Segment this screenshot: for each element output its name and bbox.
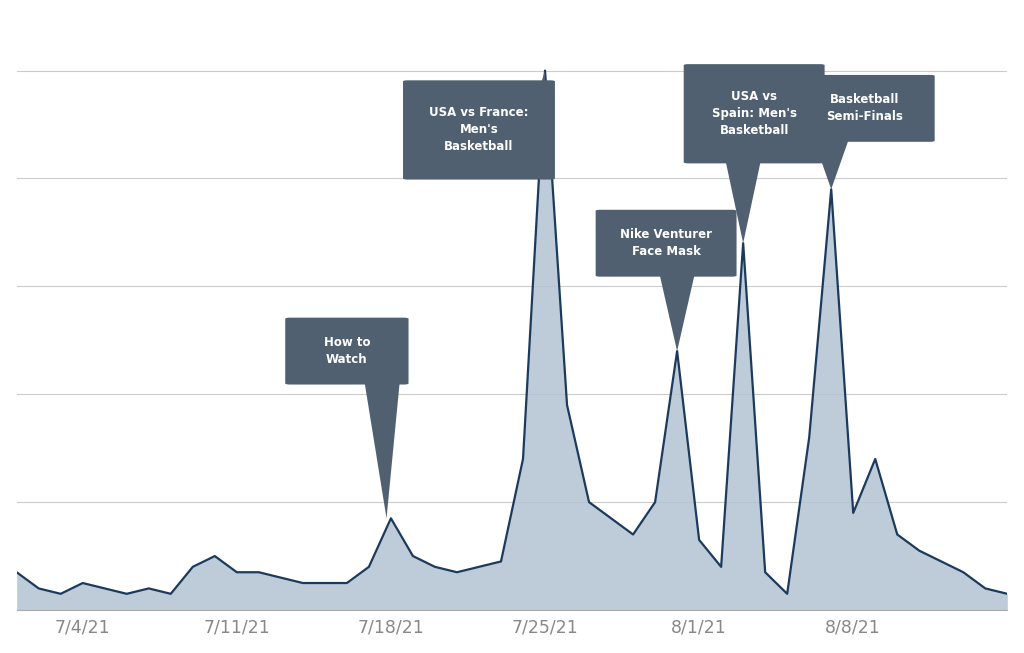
FancyBboxPatch shape (794, 75, 935, 142)
FancyBboxPatch shape (596, 210, 736, 277)
Polygon shape (511, 71, 546, 177)
Text: How to
Watch: How to Watch (324, 336, 370, 366)
FancyBboxPatch shape (286, 317, 409, 385)
Polygon shape (659, 274, 694, 351)
Text: USA vs France:
Men's
Basketball: USA vs France: Men's Basketball (429, 106, 528, 153)
FancyBboxPatch shape (403, 80, 555, 180)
Text: Nike Venturer
Face Mask: Nike Venturer Face Mask (621, 228, 712, 258)
Polygon shape (814, 139, 849, 189)
FancyBboxPatch shape (684, 64, 824, 163)
Text: Basketball
Semi-Finals: Basketball Semi-Finals (825, 93, 903, 123)
Polygon shape (726, 161, 761, 243)
Polygon shape (365, 382, 399, 518)
Text: USA vs
Spain: Men's
Basketball: USA vs Spain: Men's Basketball (712, 90, 797, 137)
